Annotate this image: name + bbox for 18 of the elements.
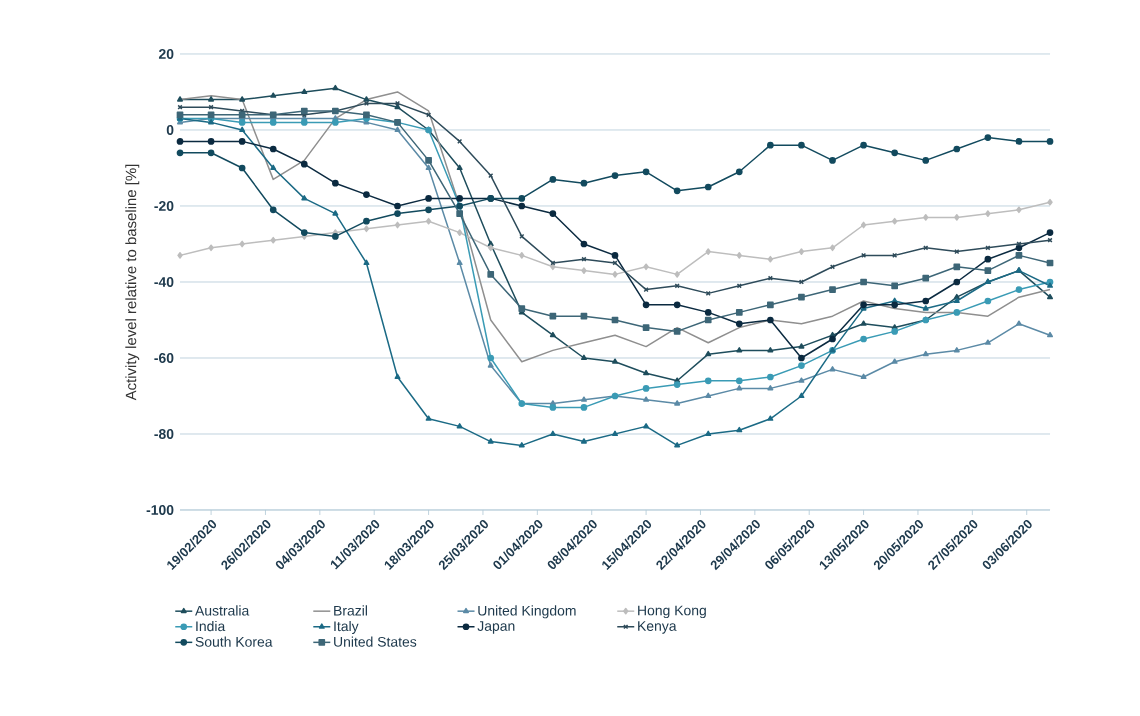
y-tick-label: -40 — [154, 277, 174, 287]
y-tick-label: -60 — [154, 353, 174, 363]
legend-label: United States — [334, 636, 417, 647]
legend-label: Hong Kong — [638, 605, 706, 619]
y-tick-label: 0 — [166, 125, 174, 135]
y-axis-title: Activity level relative to baseline [%] — [125, 164, 140, 401]
y-tick-label: -80 — [154, 429, 174, 439]
legend-label: Italy — [334, 620, 359, 634]
legend-label: Japan — [477, 621, 515, 634]
y-tick-label: -20 — [154, 201, 174, 211]
legend-label: Kenya — [638, 621, 677, 634]
legend-label: United Kingdom — [478, 605, 576, 619]
y-tick-label: 20 — [158, 49, 174, 59]
legend-label: India — [196, 620, 226, 632]
legend-label: Australia — [195, 605, 250, 616]
legend-label: Brazil — [334, 605, 367, 616]
y-tick-label: -100 — [146, 505, 174, 515]
legend-label: South Korea — [195, 636, 273, 647]
